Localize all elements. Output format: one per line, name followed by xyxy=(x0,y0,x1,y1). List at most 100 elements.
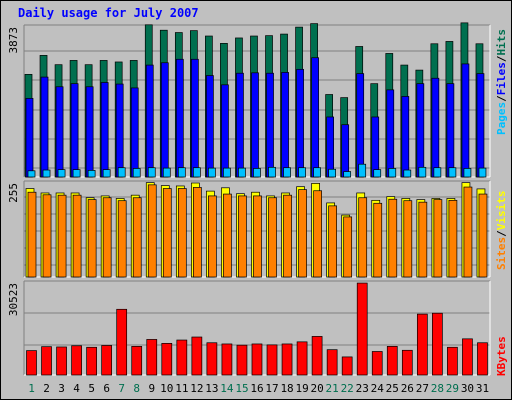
sites-bar xyxy=(193,187,202,278)
pages-bar xyxy=(177,167,186,178)
kbytes-bar xyxy=(116,308,128,376)
kbytes-bar xyxy=(86,346,97,376)
pages-bar xyxy=(223,167,231,178)
y-max-label-kbytes: 30523 xyxy=(7,283,20,316)
chart-title: Daily usage for July 2007 xyxy=(18,6,199,20)
pages-bar xyxy=(238,167,246,178)
kbytes-bar xyxy=(281,343,293,376)
x-tick-label: 11 xyxy=(175,382,188,395)
sites-bar xyxy=(72,194,82,278)
sites-bar xyxy=(343,216,353,278)
kbytes-bar xyxy=(26,350,37,376)
files-bar xyxy=(206,75,214,178)
x-tick-label: 17 xyxy=(265,382,278,395)
kbytes-bar xyxy=(56,346,67,376)
x-tick-label: 5 xyxy=(88,382,95,395)
pages-bar xyxy=(298,167,306,178)
files-bar xyxy=(236,72,244,178)
x-tick-label: 20 xyxy=(311,382,324,395)
files-bar xyxy=(476,73,485,178)
kbytes-bar xyxy=(311,336,323,376)
kbytes-bar xyxy=(251,343,263,376)
x-tick-label: 6 xyxy=(103,382,110,395)
sites-bar xyxy=(283,194,292,278)
sites-bar xyxy=(478,193,488,278)
files-bar xyxy=(296,68,304,178)
pages-bar xyxy=(87,170,96,178)
y-max-label-visits: 255 xyxy=(7,183,20,203)
sites-bar xyxy=(117,200,127,278)
sites-bar xyxy=(87,199,97,278)
pages-bar xyxy=(253,168,261,178)
files-bar xyxy=(221,84,229,178)
kbytes-bar xyxy=(326,349,338,376)
x-tick-label: 18 xyxy=(280,382,293,395)
files-bar xyxy=(70,83,79,178)
x-tick-label: 23 xyxy=(356,382,369,395)
files-bar xyxy=(401,96,410,178)
legend-entry: KBytes xyxy=(495,336,508,376)
files-bar xyxy=(160,62,169,178)
pages-bar xyxy=(343,171,352,178)
x-tick-label: 16 xyxy=(250,382,263,395)
files-bar xyxy=(115,83,124,178)
pages-bar xyxy=(102,169,111,178)
files-bar xyxy=(371,116,380,178)
pages-bar xyxy=(193,167,201,178)
pages-bar xyxy=(388,168,397,178)
pages-bar xyxy=(132,168,141,178)
x-tick-label: 28 xyxy=(431,382,444,395)
files-bar xyxy=(175,58,184,178)
files-bar xyxy=(130,87,139,178)
files-bar xyxy=(446,83,455,178)
kbytes-bar xyxy=(356,282,368,376)
kbytes-bar xyxy=(432,312,443,376)
x-tick-label: 7 xyxy=(118,382,125,395)
files-bar xyxy=(281,72,289,178)
x-tick-label: 26 xyxy=(401,382,414,395)
x-tick-label: 25 xyxy=(386,382,399,395)
x-tick-label: 22 xyxy=(341,382,354,395)
pages-bar xyxy=(27,170,36,178)
files-bar xyxy=(416,83,425,178)
kbytes-bar xyxy=(131,346,143,376)
sites-bar xyxy=(177,188,187,278)
files-bar xyxy=(311,57,319,178)
kbytes-bar xyxy=(416,313,428,376)
pages-bar xyxy=(283,167,291,178)
sites-bar xyxy=(57,194,67,278)
x-tick-label: 3 xyxy=(58,382,65,395)
x-tick-label: 29 xyxy=(446,382,459,395)
legend-entry: Hits xyxy=(495,29,508,56)
sites-bar xyxy=(132,197,142,278)
x-tick-label: 19 xyxy=(295,382,308,395)
files-bar xyxy=(25,98,34,178)
kbytes-bar xyxy=(146,339,158,376)
kbytes-bar xyxy=(221,343,233,376)
x-tick-label: 14 xyxy=(220,382,234,395)
legend-entry: Pages xyxy=(495,102,508,135)
pages-bar xyxy=(57,169,66,178)
sites-bar xyxy=(328,205,337,278)
files-bar xyxy=(266,72,274,178)
kbytes-bar xyxy=(386,346,398,376)
x-tick-label: 12 xyxy=(190,382,203,395)
sites-bar xyxy=(208,195,217,278)
sites-bar xyxy=(253,195,262,278)
sites-bar xyxy=(42,194,52,278)
kbytes-bar xyxy=(191,336,203,376)
kbytes-bar xyxy=(371,351,383,376)
pages-bar xyxy=(162,167,171,178)
x-tick-label: 1 xyxy=(28,382,35,395)
pages-bar xyxy=(268,166,276,178)
files-bar xyxy=(100,82,109,178)
x-tick-label: 27 xyxy=(416,382,429,395)
files-bar xyxy=(386,89,395,178)
x-tick-label: 9 xyxy=(148,382,155,395)
sites-bar xyxy=(238,195,247,278)
pages-bar xyxy=(433,167,442,178)
pages-bar xyxy=(463,168,472,178)
files-bar xyxy=(326,116,334,178)
legend-sites-visits: Sites/Visits xyxy=(495,191,508,271)
pages-bar xyxy=(147,167,156,178)
